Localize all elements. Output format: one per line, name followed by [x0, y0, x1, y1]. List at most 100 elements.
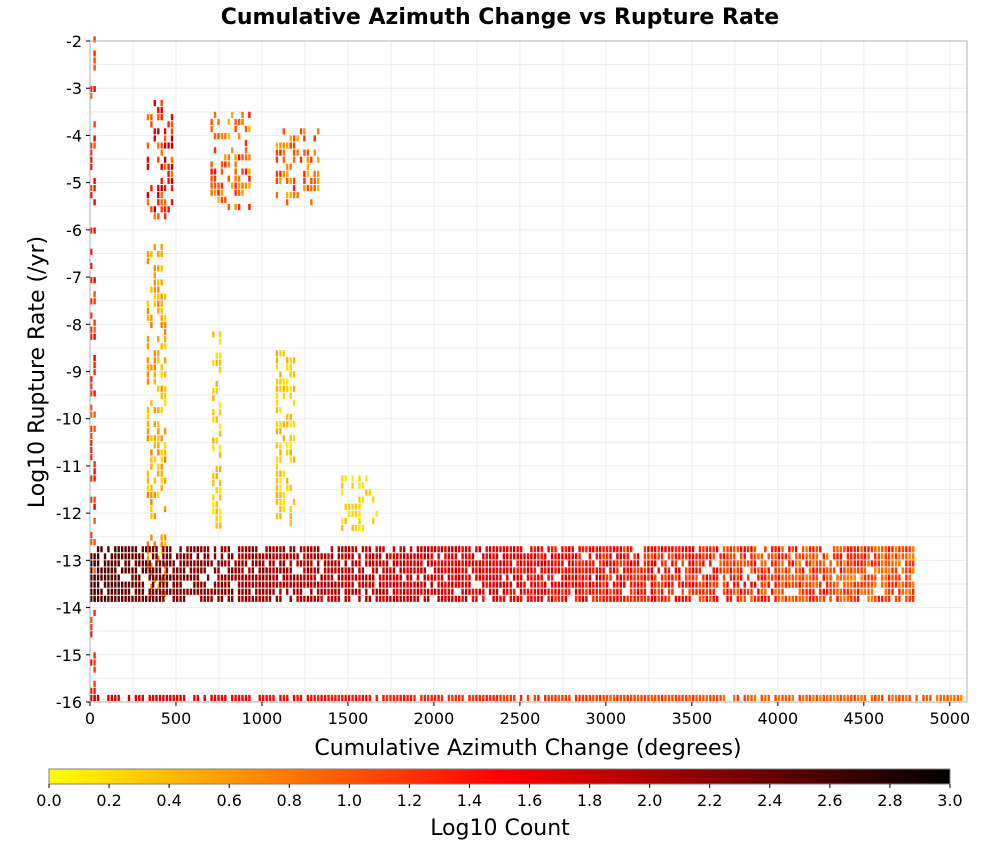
heatmap-cell	[323, 560, 327, 567]
heatmap-cell	[282, 581, 285, 588]
heatmap-cell	[516, 567, 519, 574]
heatmap-cell	[219, 409, 222, 416]
heatmap-cell	[219, 430, 222, 437]
heatmap-cell	[482, 694, 485, 701]
heatmap-cell	[160, 107, 163, 114]
heatmap-cell	[619, 560, 622, 567]
heatmap-cell	[146, 555, 150, 562]
heatmap-cell	[237, 133, 241, 140]
heatmap-cell	[255, 581, 258, 588]
heatmap-cell	[592, 567, 595, 574]
heatmap-cell	[90, 404, 93, 411]
heatmap-cell	[160, 548, 163, 555]
heatmap-cell	[612, 588, 616, 595]
heatmap-cell	[176, 595, 179, 602]
heatmap-cell	[347, 503, 351, 510]
heatmap-cell	[533, 694, 537, 701]
heatmap-cell	[114, 567, 117, 574]
heatmap-cell	[151, 567, 155, 574]
heatmap-cell	[712, 553, 715, 560]
heatmap-cell	[286, 199, 289, 206]
heatmap-cell	[275, 350, 279, 357]
heatmap-cell	[234, 567, 237, 574]
heatmap-cell	[881, 694, 884, 701]
heatmap-cell	[382, 588, 385, 595]
heatmap-cell	[248, 581, 251, 588]
heatmap-cell	[289, 520, 292, 527]
heatmap-cell	[385, 581, 389, 588]
heatmap-cell	[836, 694, 839, 701]
heatmap-cell	[712, 694, 715, 701]
heatmap-cell	[385, 694, 389, 701]
heatmap-cell	[458, 567, 461, 574]
heatmap-cell	[740, 560, 743, 567]
y-axis-label: Log10 Rupture Rate (/yr)	[25, 236, 50, 508]
heatmap-cell	[561, 588, 564, 595]
heatmap-cell	[702, 694, 705, 701]
heatmap-cell	[282, 350, 285, 357]
heatmap-cell	[887, 553, 891, 560]
heatmap-cell	[540, 560, 543, 567]
heatmap-cell	[482, 574, 485, 581]
heatmap-cell	[822, 694, 825, 701]
heatmap-cell	[433, 546, 437, 553]
heatmap-cell	[217, 595, 220, 602]
heatmap-cell	[623, 567, 626, 574]
heatmap-cell	[664, 595, 667, 602]
heatmap-cell	[110, 595, 113, 602]
heatmap-cell	[942, 694, 946, 701]
heatmap-cell	[114, 574, 117, 581]
heatmap-cell	[275, 406, 279, 413]
heatmap-cell	[444, 588, 447, 595]
heatmap-cell	[698, 694, 702, 701]
x-tick-label: 4000	[757, 709, 798, 728]
heatmap-cell	[157, 128, 160, 135]
heatmap-cell	[427, 546, 430, 553]
heatmap-cell	[255, 546, 258, 553]
heatmap-cell	[499, 581, 502, 588]
heatmap-cell	[90, 447, 93, 454]
heatmap-cell	[736, 694, 739, 701]
heatmap-cell	[282, 392, 285, 399]
heatmap-cell	[170, 163, 174, 170]
heatmap-cell	[829, 567, 832, 574]
heatmap-cell	[471, 560, 475, 567]
heatmap-cell	[100, 546, 103, 553]
heatmap-cell	[506, 553, 509, 560]
heatmap-cell	[881, 595, 884, 602]
heatmap-cell	[430, 560, 433, 567]
heatmap-cell	[726, 567, 729, 574]
heatmap-cell	[334, 588, 337, 595]
heatmap-cell	[134, 546, 138, 553]
heatmap-cell	[619, 546, 622, 553]
heatmap-cell	[488, 694, 492, 701]
heatmap-cell	[213, 147, 217, 154]
heatmap-cell	[275, 581, 279, 588]
heatmap-cell	[231, 694, 234, 701]
heatmap-cell	[344, 694, 347, 701]
heatmap-cell	[389, 567, 392, 574]
heatmap-cell	[289, 513, 292, 520]
heatmap-cell	[169, 546, 172, 553]
heatmap-cell	[279, 513, 282, 520]
y-tick-label: -7	[66, 268, 82, 287]
heatmap-cell	[189, 553, 193, 560]
heatmap-cell	[344, 475, 347, 482]
heatmap-cell	[279, 350, 282, 357]
heatmap-cell	[337, 694, 340, 701]
heatmap-cell	[182, 574, 186, 581]
heatmap-cell	[688, 560, 691, 567]
heatmap-cell	[867, 588, 870, 595]
heatmap-cell	[114, 581, 117, 588]
heatmap-cell	[595, 581, 598, 588]
heatmap-cell	[224, 154, 227, 161]
heatmap-cell	[210, 168, 213, 175]
heatmap-cell	[925, 694, 929, 701]
heatmap-cell	[801, 546, 805, 553]
heatmap-cell	[160, 114, 163, 121]
heatmap-cell	[877, 546, 880, 553]
heatmap-cell	[206, 595, 210, 602]
heatmap-cell	[592, 581, 595, 588]
heatmap-cell	[160, 484, 163, 491]
heatmap-cell	[146, 343, 150, 350]
